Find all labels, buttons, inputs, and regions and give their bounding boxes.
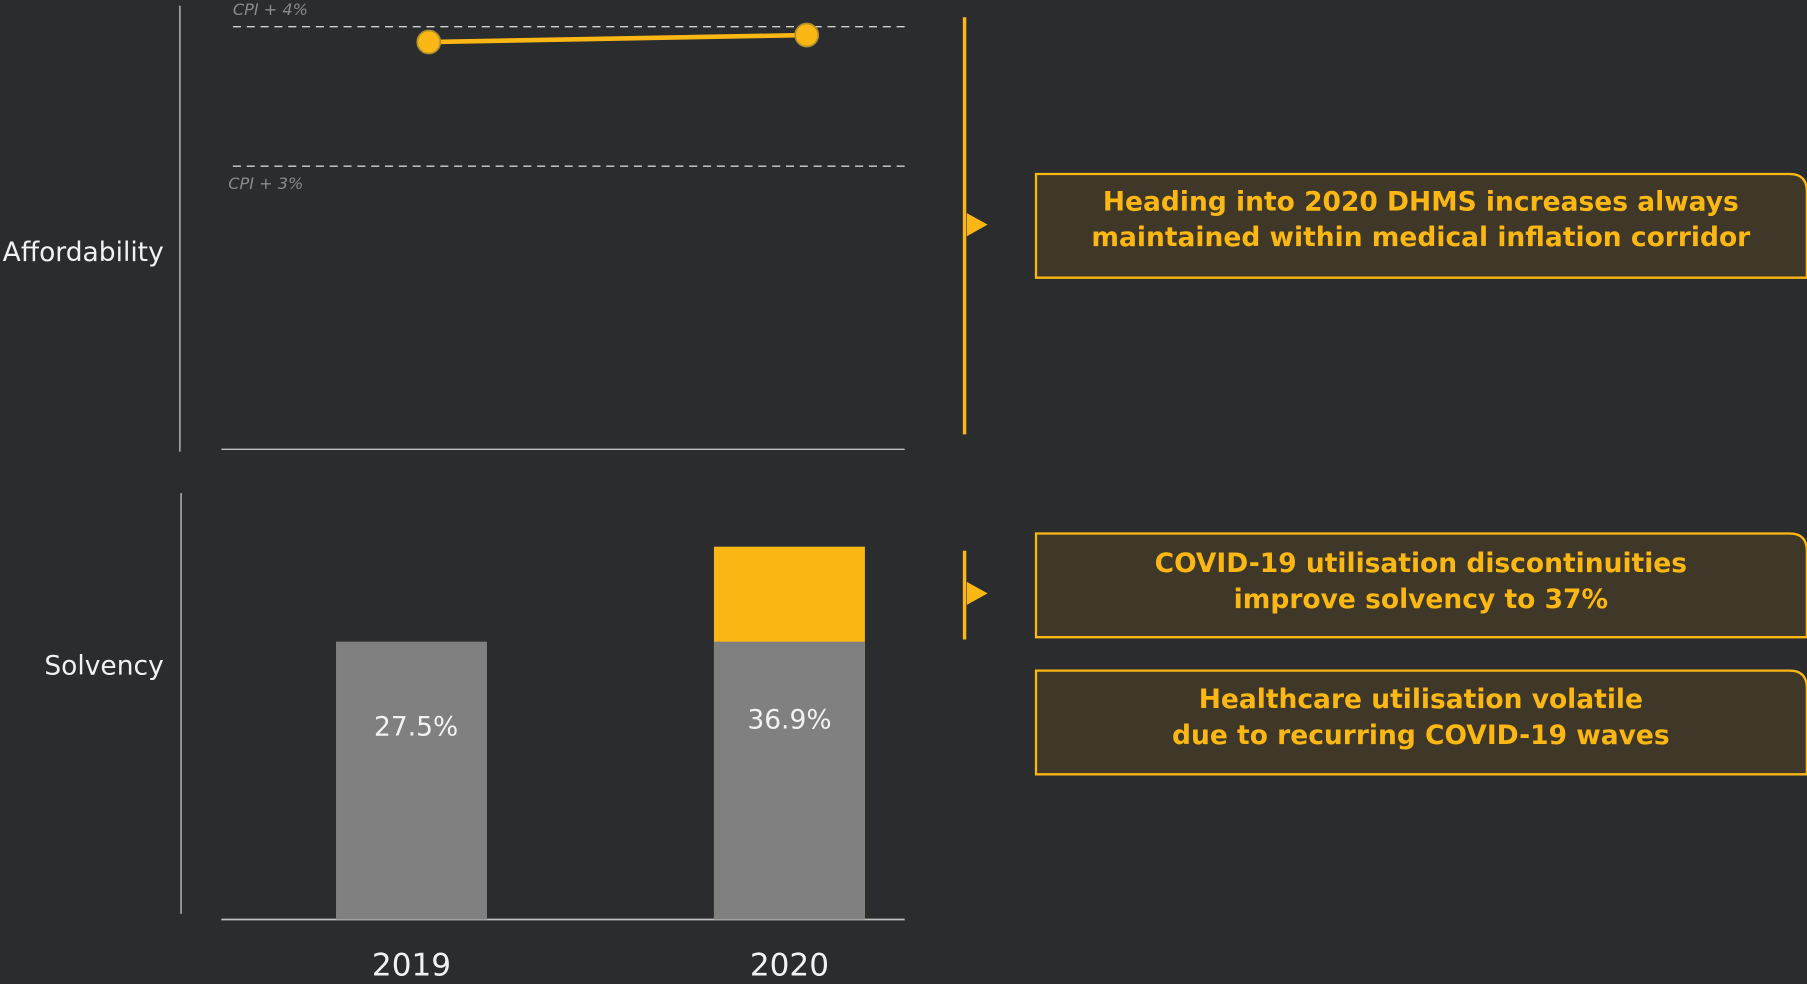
callout-text: Heading into 2020 DHMS increases always [1103,186,1739,217]
bracket-arrow [966,213,988,237]
reference-label: CPI + 3% [228,174,303,193]
x-tick-label: 2019 [372,948,451,984]
reference-label: CPI + 4% [233,0,308,19]
callout-text: due to recurring COVID-19 waves [1172,720,1670,751]
row-label: Solvency [44,651,163,682]
bar-label: 36.9% [747,705,831,736]
callout-text: Healthcare utilisation volatile [1199,684,1643,715]
point [794,22,820,48]
callout-text: improve solvency to 37% [1234,584,1608,615]
callout-text: maintained within medical inflation corr… [1091,222,1750,253]
bar-label: 27.5% [374,712,458,743]
x-tick-label: 2020 [750,948,829,984]
row-label: Affordability [3,237,164,268]
bracket-arrow [966,581,988,605]
callout-text: COVID-19 utilisation discontinuities [1155,548,1687,579]
bar [336,641,487,920]
line [428,32,807,45]
bar [713,641,865,920]
point [416,29,442,55]
